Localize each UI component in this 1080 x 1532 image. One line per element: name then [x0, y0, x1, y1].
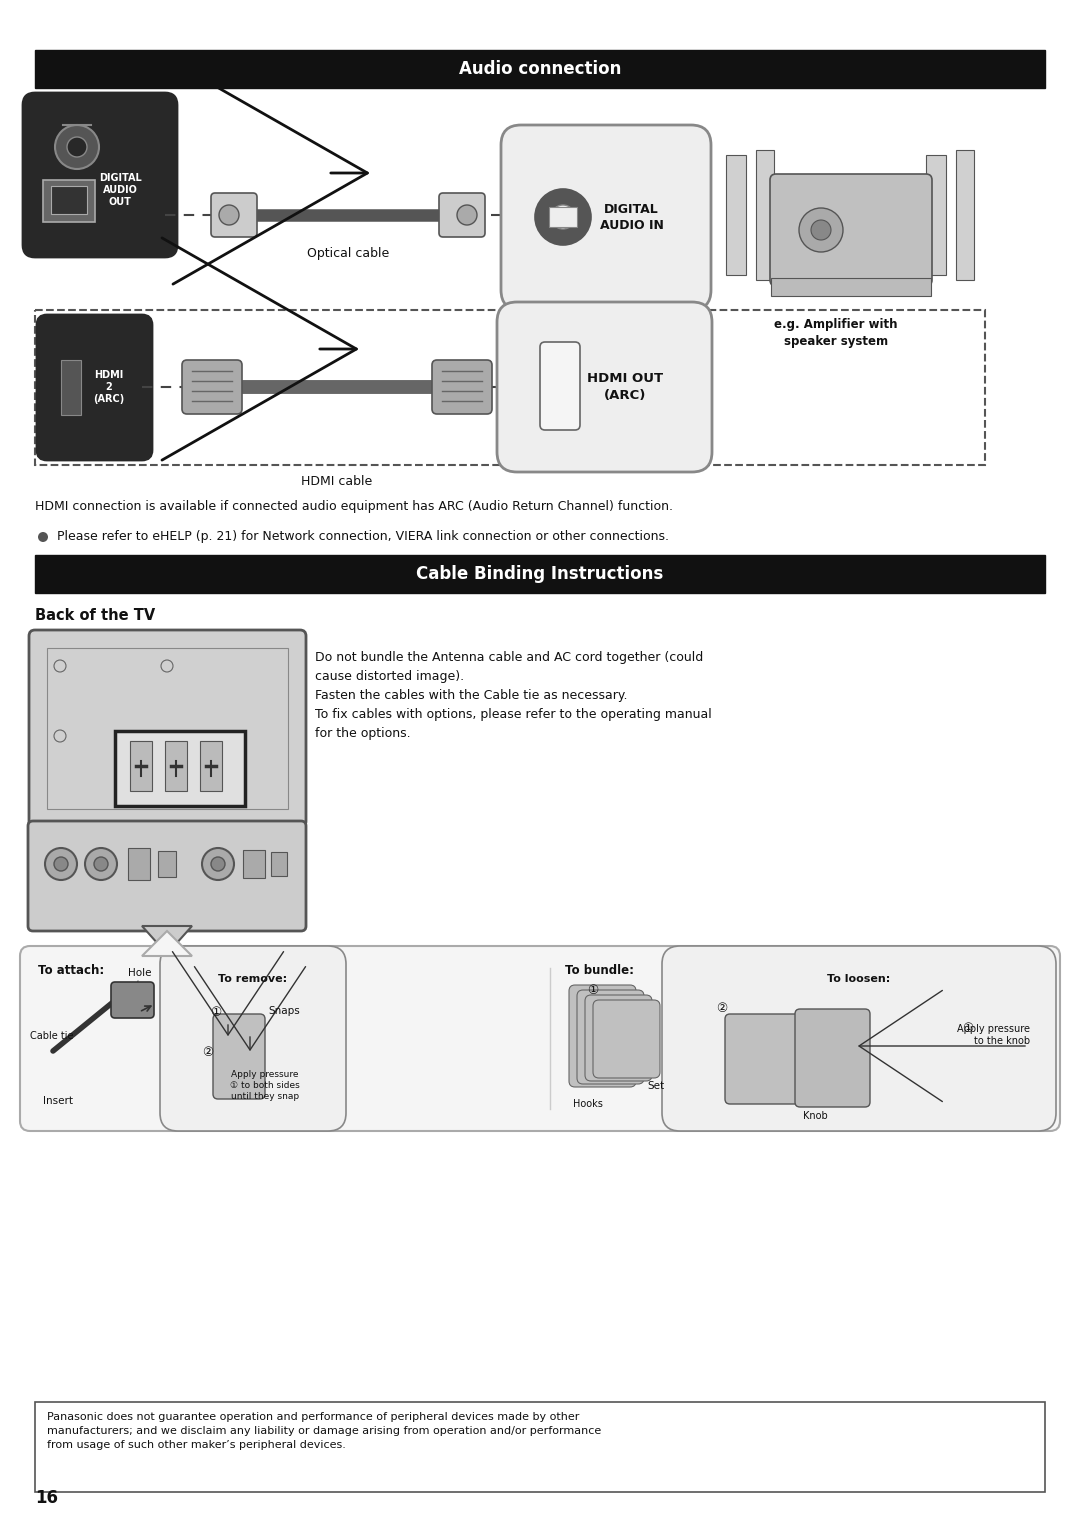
- Bar: [130, 741, 152, 791]
- Circle shape: [85, 849, 117, 879]
- Polygon shape: [141, 925, 192, 954]
- Circle shape: [535, 188, 591, 245]
- Text: DIGITAL
AUDIO
OUT: DIGITAL AUDIO OUT: [98, 173, 141, 207]
- FancyBboxPatch shape: [501, 126, 711, 309]
- Polygon shape: [141, 931, 192, 956]
- Text: DIGITAL
AUDIO IN: DIGITAL AUDIO IN: [599, 202, 663, 231]
- Bar: [956, 150, 974, 280]
- Circle shape: [211, 856, 225, 872]
- Bar: [43, 179, 95, 222]
- Text: Hooks: Hooks: [573, 1098, 603, 1109]
- FancyBboxPatch shape: [593, 1000, 660, 1079]
- Text: Cable tie: Cable tie: [30, 1031, 73, 1042]
- Text: ①: ①: [211, 1007, 221, 1019]
- Bar: [35, 51, 1045, 87]
- Text: HDMI
2
(ARC): HDMI 2 (ARC): [93, 371, 124, 403]
- Text: To loosen:: To loosen:: [827, 974, 891, 984]
- Text: HDMI OUT
(ARC): HDMI OUT (ARC): [588, 372, 663, 401]
- FancyBboxPatch shape: [21, 945, 1059, 1131]
- Circle shape: [551, 205, 575, 228]
- FancyBboxPatch shape: [160, 945, 346, 1131]
- Bar: [271, 852, 287, 876]
- FancyBboxPatch shape: [497, 302, 712, 472]
- Text: HDMI cable: HDMI cable: [301, 475, 373, 489]
- Text: Please refer to eHELP (p. 21) for Network connection, VIERA link connection or o: Please refer to eHELP (p. 21) for Networ…: [57, 530, 669, 542]
- FancyBboxPatch shape: [211, 193, 257, 237]
- Bar: [243, 850, 265, 878]
- Circle shape: [457, 205, 477, 225]
- Text: To remove:: To remove:: [218, 974, 287, 984]
- FancyBboxPatch shape: [770, 175, 932, 286]
- Bar: [129, 849, 150, 879]
- Text: ①: ①: [588, 984, 598, 997]
- Bar: [51, 185, 87, 214]
- FancyBboxPatch shape: [438, 193, 485, 237]
- Text: e.g. Amplifier with
speaker system: e.g. Amplifier with speaker system: [774, 319, 897, 348]
- FancyBboxPatch shape: [540, 342, 580, 430]
- FancyBboxPatch shape: [569, 985, 636, 1088]
- FancyBboxPatch shape: [37, 316, 152, 460]
- FancyBboxPatch shape: [29, 630, 306, 827]
- Bar: [35, 555, 1045, 593]
- Circle shape: [55, 126, 99, 169]
- Text: Apply pressure
to the knob: Apply pressure to the knob: [957, 1023, 1030, 1046]
- Bar: [114, 731, 245, 806]
- Circle shape: [219, 205, 239, 225]
- Text: Back of the TV: Back of the TV: [35, 608, 156, 624]
- Text: 16: 16: [35, 1489, 58, 1507]
- Circle shape: [67, 136, 87, 156]
- Bar: [926, 155, 946, 276]
- Circle shape: [94, 856, 108, 872]
- Circle shape: [811, 221, 831, 241]
- FancyBboxPatch shape: [23, 93, 177, 257]
- Text: ②: ②: [630, 1026, 640, 1039]
- Text: ②: ②: [716, 1002, 728, 1016]
- Circle shape: [202, 849, 234, 879]
- Bar: [771, 277, 931, 296]
- Circle shape: [38, 532, 48, 542]
- Bar: [60, 360, 81, 415]
- FancyBboxPatch shape: [662, 945, 1056, 1131]
- Text: To bundle:: To bundle:: [565, 964, 634, 977]
- Text: Snaps: Snaps: [268, 1007, 300, 1016]
- Text: Knob: Knob: [802, 1111, 827, 1121]
- Bar: [165, 741, 187, 791]
- FancyBboxPatch shape: [795, 1010, 870, 1108]
- Circle shape: [799, 208, 843, 251]
- Circle shape: [54, 856, 68, 872]
- Text: Cable Binding Instructions: Cable Binding Instructions: [417, 565, 663, 584]
- Bar: [48, 648, 288, 809]
- FancyBboxPatch shape: [725, 1014, 810, 1105]
- FancyBboxPatch shape: [585, 994, 652, 1082]
- Text: Insert: Insert: [43, 1095, 73, 1106]
- Text: ①: ①: [962, 1022, 974, 1036]
- Text: To attach:: To attach:: [38, 964, 105, 977]
- Bar: [726, 155, 746, 276]
- Text: Panasonic does not guarantee operation and performance of peripheral devices mad: Panasonic does not guarantee operation a…: [48, 1413, 602, 1449]
- Bar: [200, 741, 222, 791]
- Bar: [549, 207, 577, 227]
- Circle shape: [45, 849, 77, 879]
- Bar: [756, 150, 774, 280]
- Text: ②: ②: [202, 1046, 214, 1059]
- Text: Do not bundle the Antenna cable and AC cord together (could
cause distorted imag: Do not bundle the Antenna cable and AC c…: [315, 651, 712, 740]
- Text: Audio connection: Audio connection: [459, 60, 621, 78]
- FancyBboxPatch shape: [577, 990, 644, 1085]
- FancyBboxPatch shape: [28, 821, 306, 931]
- Text: Optical cable: Optical cable: [307, 247, 389, 260]
- Bar: [158, 850, 176, 876]
- Text: Apply pressure
① to both sides
until they snap: Apply pressure ① to both sides until the…: [230, 1069, 300, 1102]
- FancyBboxPatch shape: [432, 360, 492, 414]
- Text: Hole: Hole: [129, 968, 151, 977]
- Bar: [35, 1402, 1045, 1492]
- Text: Set: Set: [647, 1082, 664, 1091]
- Bar: [35, 309, 985, 466]
- FancyBboxPatch shape: [111, 982, 154, 1017]
- FancyBboxPatch shape: [213, 1014, 265, 1098]
- FancyBboxPatch shape: [183, 360, 242, 414]
- Text: HDMI connection is available if connected audio equipment has ARC (Audio Return : HDMI connection is available if connecte…: [35, 499, 673, 513]
